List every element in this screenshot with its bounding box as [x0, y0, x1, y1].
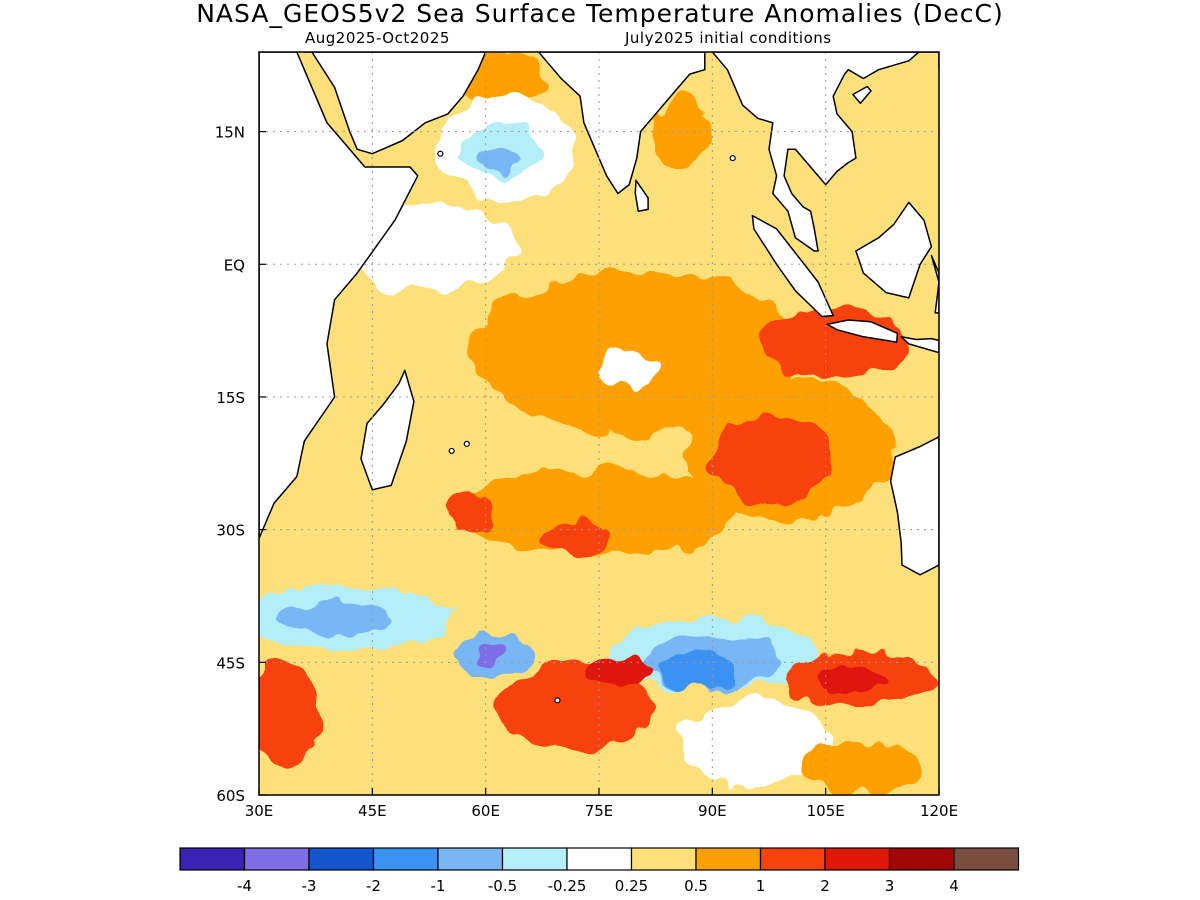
colorbar-swatch — [566, 847, 633, 871]
colorbar-label: 0.5 — [684, 877, 708, 895]
colorbar-label: -1 — [431, 877, 446, 895]
land-masses — [259, 52, 939, 704]
lon-tick-label: 75E — [585, 802, 614, 820]
lat-tick-label: EQ — [224, 256, 245, 274]
map-title: NASA_GEOS5v2 Sea Surface Temperature Ano… — [196, 0, 1004, 28]
anomaly-south-cool-core — [659, 653, 735, 689]
land-africa — [259, 52, 419, 540]
land-arabia — [303, 52, 487, 155]
land-australia — [889, 436, 939, 576]
grid-lines — [259, 52, 939, 795]
colorbar-swatch — [630, 847, 697, 871]
island-reunion — [448, 447, 455, 455]
lat-tick-label: 15S — [216, 389, 245, 407]
land-madagascar — [360, 369, 415, 491]
lon-tick-label: 30E — [245, 802, 274, 820]
anomaly-central-io-white-patch — [599, 352, 660, 389]
land-hainan — [852, 85, 872, 105]
anomaly-central-io-warm — [470, 273, 803, 433]
colorbar-swatch — [759, 847, 826, 871]
anomaly-southwest-cool-core — [281, 600, 388, 636]
island-mauritius — [463, 440, 470, 447]
land-java — [826, 319, 899, 343]
axes: 30E 45E 60E 75E 90E 105E 120E 15N EQ 15S 30S 45S 60S — [215, 124, 958, 820]
anomaly-south-io-strong-2 — [447, 494, 494, 530]
anomaly-south-io-strong-1 — [538, 520, 615, 557]
colorbar-label: -0.25 — [548, 877, 587, 895]
colorbar-swatch — [243, 847, 310, 871]
colorbar-swatch — [179, 847, 246, 871]
colorbar: -4 -3 -2 -1 -0.5 -0.25 0.25 0.5 1 2 3 4 — [179, 847, 1020, 895]
colorbar-label: -0.5 — [488, 877, 517, 895]
colorbar-label: -2 — [366, 877, 381, 895]
colorbar-label: 4 — [949, 877, 959, 895]
anomaly-south-warm-core — [591, 657, 652, 685]
colorbar-swatch — [308, 847, 375, 871]
lat-tick-label: 60S — [216, 787, 245, 805]
lat-tick-label: 30S — [216, 522, 245, 540]
lon-tick-label: 90E — [698, 802, 727, 820]
colorbar-swatch — [824, 847, 891, 871]
lon-tick-label: 60E — [471, 802, 500, 820]
colorbar-label: 0.25 — [615, 877, 648, 895]
anomaly-southwest-warm — [259, 662, 320, 769]
anomaly-southern-warm-bottom — [803, 741, 924, 795]
island-andamans — [729, 155, 736, 162]
lon-tick-label: 45E — [358, 802, 387, 820]
anomaly-south-central-white — [682, 697, 834, 787]
anomaly-south-io-warm — [463, 467, 735, 557]
forecast-period: Aug2025-Oct2025 — [305, 29, 450, 47]
colorbar-label: 3 — [885, 877, 895, 895]
colorbar-swatch — [372, 847, 439, 871]
colorbar-swatch — [953, 847, 1020, 871]
anomaly-southeast-warm-core — [810, 666, 887, 694]
colorbar-swatch — [437, 847, 504, 871]
island-socotra — [437, 150, 444, 157]
anomaly-java-warm-strong — [757, 308, 909, 380]
land-sumatra — [751, 214, 834, 318]
island-kerguelen — [554, 697, 561, 704]
colorbar-label: 1 — [756, 877, 766, 895]
land-lesser-sunda — [900, 336, 939, 354]
colorbar-swatch — [888, 847, 955, 871]
lat-tick-label: 45S — [216, 654, 245, 672]
anomaly-east-io-warm-strong — [712, 414, 834, 504]
lon-tick-label: 120E — [920, 802, 958, 820]
land-borneo — [855, 201, 933, 299]
anomaly-bay-of-bengal-warm — [651, 96, 713, 167]
land-india — [537, 52, 706, 195]
lat-tick-label: 15N — [215, 124, 245, 142]
colorbar-label: -3 — [302, 877, 317, 895]
anomaly-south-warm-band — [500, 662, 652, 751]
lon-tick-label: 105E — [807, 802, 845, 820]
colorbar-label: 2 — [820, 877, 830, 895]
colorbar-label: -4 — [237, 877, 252, 895]
colorbar-swatch — [695, 847, 762, 871]
colorbar-swatch — [501, 847, 568, 871]
land-sulawesi — [930, 254, 939, 314]
anomaly-arabian-sea-cool-core — [481, 144, 520, 172]
land-sri-lanka — [634, 179, 649, 212]
anomaly-kerguelen-cool-core — [478, 644, 509, 663]
initial-conditions: July2025 initial conditions — [625, 29, 832, 47]
